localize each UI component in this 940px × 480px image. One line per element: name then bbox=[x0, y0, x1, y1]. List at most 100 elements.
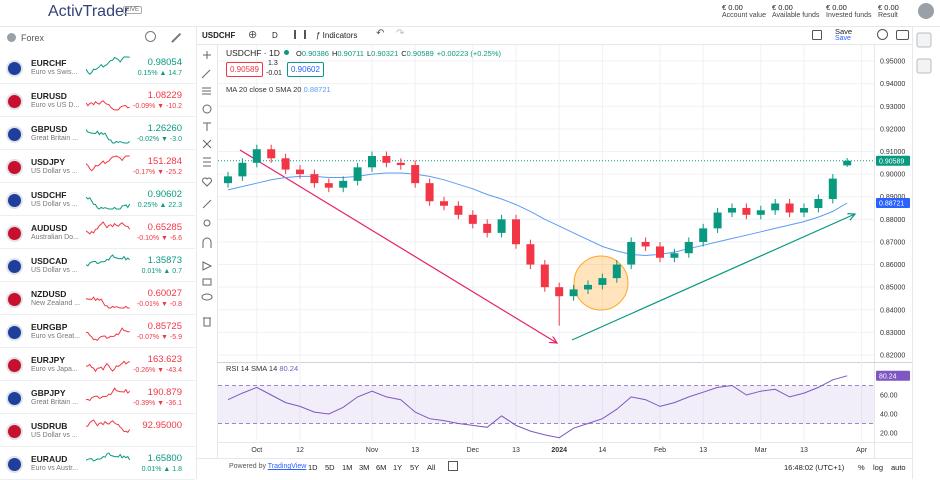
lock-tool[interactable] bbox=[202, 278, 212, 286]
fib-tool[interactable] bbox=[202, 87, 211, 95]
redo-button[interactable]: ↷ bbox=[396, 28, 405, 39]
scale-option[interactable]: % bbox=[858, 463, 865, 472]
candle bbox=[785, 198, 794, 218]
candle-body bbox=[713, 212, 722, 229]
candle bbox=[497, 214, 506, 238]
instrument-symbol: USDRUB bbox=[31, 421, 68, 431]
crosshair-tool[interactable] bbox=[203, 51, 211, 59]
text-tool[interactable] bbox=[203, 122, 211, 131]
candle-body bbox=[756, 210, 765, 215]
instrument-row[interactable]: NZDUSD New Zealand ... 0.60027 -0.01% ▼ -0.… bbox=[0, 282, 195, 315]
favorites-tool[interactable] bbox=[202, 177, 212, 187]
hide-tool[interactable] bbox=[201, 293, 213, 301]
toolbar-symbol[interactable]: USDCHF bbox=[202, 31, 236, 40]
instrument-price: 92.95000 bbox=[142, 420, 182, 431]
candle-body bbox=[382, 156, 391, 163]
candle bbox=[324, 178, 333, 193]
instrument-row[interactable]: EURAUD Euro vs Austr... 1.65800 0.01% ▲ 1.8 bbox=[0, 447, 195, 480]
forecast-tool[interactable] bbox=[203, 157, 211, 167]
watchlist-icon[interactable] bbox=[916, 32, 932, 48]
ask-button[interactable]: 0.90602 bbox=[287, 62, 324, 77]
instrument-price: 163.623 bbox=[147, 354, 182, 365]
candle-body bbox=[224, 176, 232, 184]
instrument-row[interactable]: AUDUSD Australian Do... 0.65285 -0.10% ▼ -6… bbox=[0, 216, 195, 249]
instrument-row[interactable]: USDJPY US Dollar vs ... 151.284 -0.17% ▼ -2… bbox=[0, 150, 195, 183]
settings-button[interactable] bbox=[877, 29, 888, 40]
snapshot-button[interactable] bbox=[896, 30, 909, 40]
ohlc-value: 0.90321 bbox=[371, 49, 399, 58]
candle bbox=[267, 144, 276, 163]
zoom-tool[interactable] bbox=[203, 219, 211, 227]
scale-option[interactable]: log bbox=[873, 463, 884, 472]
trendline-tool[interactable] bbox=[201, 69, 211, 79]
instrument-row[interactable]: EURCHF Euro vs Swis... 0.98054 0.15% ▲ 14.7 bbox=[0, 51, 195, 84]
search-button[interactable] bbox=[145, 31, 156, 42]
save-label[interactable]: Save bbox=[835, 27, 853, 36]
y-tick-label: 0.83000 bbox=[880, 330, 905, 337]
stay-drawing-tool[interactable] bbox=[202, 261, 213, 271]
range-button[interactable]: 6M bbox=[376, 463, 387, 472]
instrument-symbol: NZDUSD bbox=[31, 289, 67, 299]
candle-body bbox=[238, 162, 247, 177]
instrument-row[interactable]: GBPJPY Great Britain ... 190.879 -0.39% ▼ -… bbox=[0, 381, 195, 414]
sparkline-path bbox=[86, 221, 131, 235]
candle-body bbox=[296, 169, 304, 175]
tradingview-link[interactable]: TradingView bbox=[267, 463, 307, 470]
instrument-change: -0.10% ▼ -6.6 bbox=[136, 235, 182, 242]
y-tick-label: 0.94000 bbox=[880, 81, 905, 88]
undo-button[interactable]: ↶ bbox=[376, 28, 385, 39]
instrument-symbol: EURGBP bbox=[31, 322, 68, 332]
candle-body bbox=[396, 162, 405, 166]
market-icon bbox=[7, 33, 16, 42]
instrument-row[interactable]: EURGBP Euro vs Great... 0.85725 -0.07% ▼ -5… bbox=[0, 315, 195, 348]
instrument-row[interactable]: USDCAD US Dollar vs ... 1.35873 0.01% ▲ 0.7 bbox=[0, 249, 195, 282]
interval-button[interactable]: D bbox=[272, 31, 278, 40]
instrument-description: New Zealand ... bbox=[31, 300, 81, 307]
instrument-row[interactable]: EURUSD Euro vs US D... 1.08229 -0.09% ▼ -10… bbox=[0, 84, 195, 117]
sparkline bbox=[86, 360, 130, 373]
shape-tool[interactable] bbox=[202, 104, 212, 114]
instrument-flag bbox=[6, 93, 23, 110]
indicators-button[interactable]: ƒ Indicators bbox=[316, 31, 358, 40]
sparkline-path bbox=[86, 327, 130, 342]
sparkline-path bbox=[86, 155, 130, 172]
rsi-last-label: 80.24 bbox=[879, 373, 897, 380]
delete-tool[interactable] bbox=[203, 317, 211, 327]
instrument-row[interactable]: USDCHF US Dollar vs ... 0.90602 0.25% ▲ 22.… bbox=[0, 183, 195, 216]
candle bbox=[296, 165, 304, 179]
instrument-change: -0.17% ▼ -25.2 bbox=[133, 169, 182, 176]
candle bbox=[641, 237, 650, 251]
ohlc-value: 0.90386 bbox=[301, 49, 329, 58]
candle bbox=[440, 196, 448, 211]
alerts-icon[interactable] bbox=[916, 58, 932, 74]
ma-line bbox=[227, 172, 848, 257]
range-button[interactable]: 3M bbox=[359, 463, 370, 472]
chart-type-button[interactable] bbox=[294, 30, 306, 39]
scale-option[interactable]: auto bbox=[891, 463, 906, 472]
candle bbox=[800, 203, 808, 218]
range-button[interactable]: 1Y bbox=[393, 463, 403, 472]
save-sub-label[interactable]: Save bbox=[835, 35, 851, 42]
drawing-tools[interactable] bbox=[201, 51, 213, 327]
layout-toggle[interactable] bbox=[812, 30, 822, 40]
ruler-tool[interactable] bbox=[202, 199, 212, 209]
compare-button[interactable]: ⊕ bbox=[248, 29, 258, 41]
candle-body bbox=[800, 208, 808, 213]
date-range-button[interactable] bbox=[448, 461, 458, 471]
bid-button[interactable]: 0.90589 bbox=[226, 62, 263, 77]
instrument-row[interactable]: GBPUSD Great Britain ... 1.26260 -0.02% ▼ -… bbox=[0, 117, 195, 150]
sparkline bbox=[86, 296, 130, 309]
instrument-row[interactable]: USDRUB US Dollar vs ... 92.95000 bbox=[0, 414, 195, 447]
magnet-tool[interactable] bbox=[202, 237, 212, 248]
instrument-row[interactable]: EURJPY Euro vs Japa... 163.623 -0.26% ▼ -43… bbox=[0, 348, 195, 381]
rsi-tick-label: 20.00 bbox=[880, 430, 898, 437]
range-button[interactable]: All bbox=[427, 463, 436, 472]
range-button[interactable]: 1D bbox=[308, 463, 318, 472]
instrument-flag bbox=[6, 291, 23, 308]
user-avatar[interactable] bbox=[918, 3, 934, 19]
range-button[interactable]: 1M bbox=[342, 463, 353, 472]
range-button[interactable]: 5D bbox=[325, 463, 335, 472]
candle-body bbox=[555, 287, 564, 297]
range-button[interactable]: 5Y bbox=[410, 463, 420, 472]
pattern-tool[interactable] bbox=[202, 139, 212, 149]
